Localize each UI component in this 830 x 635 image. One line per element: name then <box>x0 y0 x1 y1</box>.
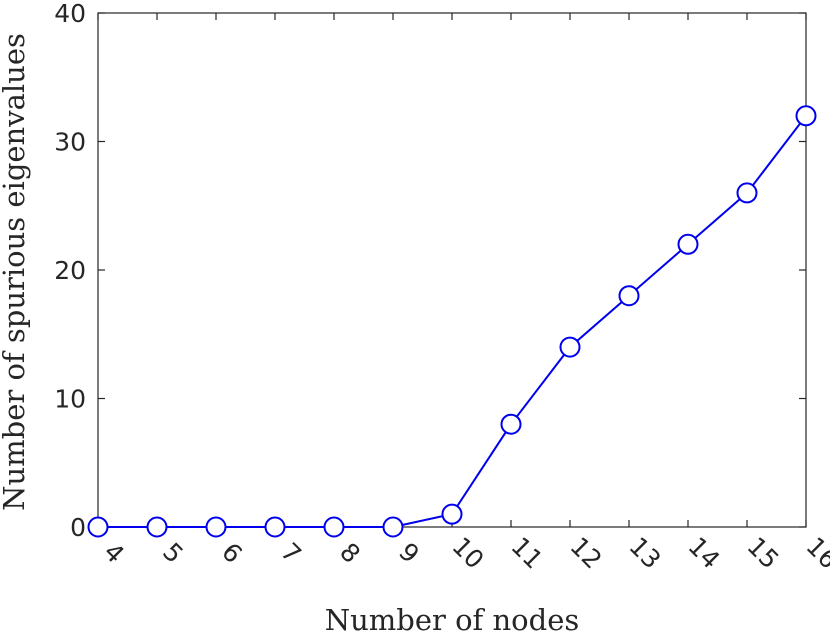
series-line <box>98 115 807 528</box>
data-point <box>618 285 640 307</box>
axes <box>97 12 807 528</box>
data-point <box>795 105 817 127</box>
x-tick-label: 6 <box>216 537 248 569</box>
x-tick-label: 11 <box>506 531 549 574</box>
data-point <box>205 516 227 538</box>
x-tick-labels: 4 5 6 7 8 9 10 11 12 13 14 15 16 <box>98 531 830 574</box>
plot-frame <box>97 12 807 528</box>
y-tick-label: 10 <box>54 385 86 414</box>
data-point <box>677 233 699 255</box>
x-axis-title: Number of nodes <box>325 603 580 635</box>
x-tick-label: 4 <box>98 537 130 569</box>
x-tick-label: 13 <box>624 531 667 574</box>
data-point <box>382 516 404 538</box>
y-axis-title: Number of spurious eigenvalues <box>0 33 31 511</box>
data-point <box>441 503 463 525</box>
x-tick-label: 15 <box>742 531 785 574</box>
x-tick-label: 9 <box>393 537 425 569</box>
y-tick-labels: 0 10 20 30 40 <box>54 0 86 542</box>
x-tick-label: 5 <box>157 537 189 569</box>
x-tick-label: 10 <box>447 531 490 574</box>
data-point <box>323 516 345 538</box>
y-tick-label: 20 <box>54 256 86 285</box>
data-point <box>500 413 522 435</box>
data-point <box>736 182 758 204</box>
x-tick-label: 7 <box>275 537 307 569</box>
data-point <box>146 516 168 538</box>
data-series <box>87 105 817 538</box>
y-tick-label: 0 <box>70 513 86 542</box>
data-point <box>264 516 286 538</box>
y-tick-label: 40 <box>54 0 86 28</box>
x-tick-label: 14 <box>683 531 726 574</box>
x-tick-label: 12 <box>565 531 608 574</box>
x-tick-label: 8 <box>334 537 366 569</box>
y-tick-label: 30 <box>54 128 86 157</box>
data-point <box>87 516 109 538</box>
x-tick-label: 16 <box>801 531 830 574</box>
data-point <box>559 336 581 358</box>
